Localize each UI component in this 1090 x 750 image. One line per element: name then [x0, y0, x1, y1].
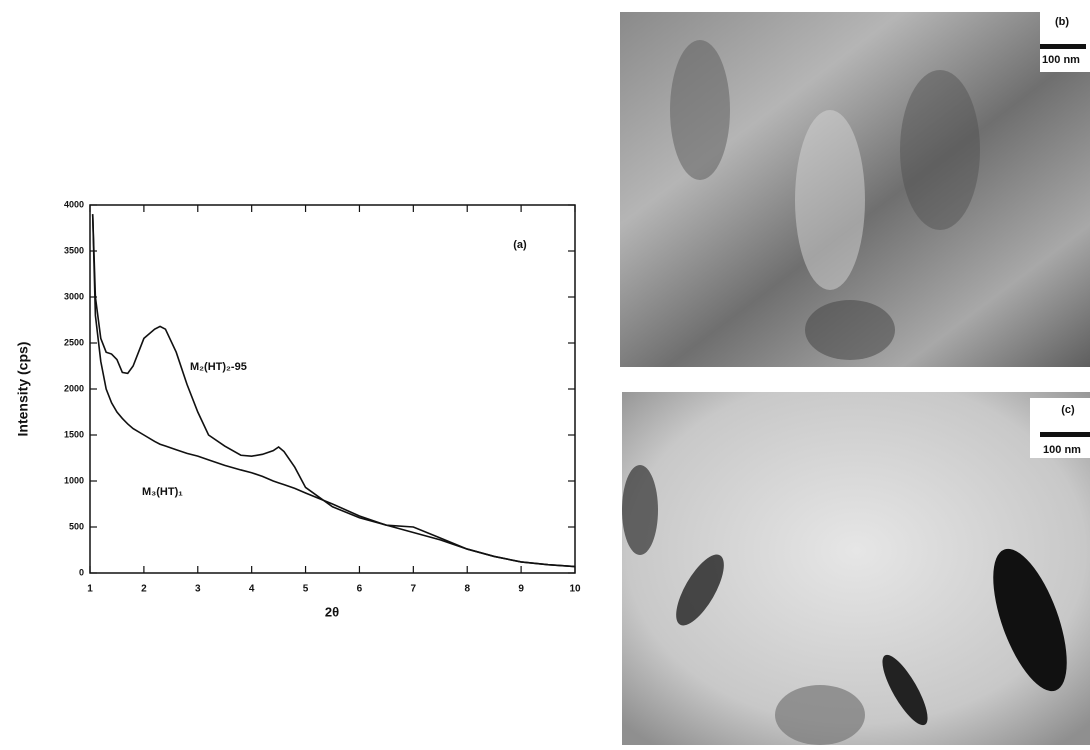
- y-tick-label: 0: [79, 567, 84, 577]
- series-line: [91, 214, 576, 568]
- x-tick-label: 8: [464, 584, 470, 595]
- image-label: (b): [1055, 16, 1069, 28]
- y-tick-label: 4000: [64, 199, 84, 209]
- x-tick-label: 7: [411, 584, 417, 595]
- x-axis-label: 2θ: [325, 604, 339, 619]
- tem-image-b: (b) 100 nm: [620, 12, 1090, 367]
- plot-frame: [89, 204, 576, 574]
- image-label: (c): [1061, 404, 1075, 416]
- tem-image-c: (c) 100 nm: [622, 392, 1090, 745]
- y-axis-label: Intensity (cps): [15, 342, 31, 437]
- x-tick-label: 2: [141, 584, 147, 595]
- y-tick-label: 3500: [64, 245, 84, 255]
- panel-annotation: (a): [513, 239, 527, 251]
- series-label: M₂(HT)₂-95: [190, 361, 247, 373]
- y-tick-label: 3000: [64, 291, 84, 301]
- scale-bar-label: 100 nm: [1042, 54, 1080, 66]
- series-line: [91, 214, 576, 568]
- scale-bar-label: 100 nm: [1043, 444, 1081, 456]
- x-tick-label: 1: [87, 584, 93, 595]
- series-label: M₃(HT)₁: [142, 486, 183, 498]
- y-tick-label: 2500: [64, 337, 84, 347]
- x-tick-label: 6: [357, 584, 363, 595]
- y-tick-label: 1000: [64, 475, 84, 485]
- x-tick-label: 4: [249, 584, 255, 595]
- y-tick-label: 2000: [64, 383, 84, 393]
- x-tick-label: 9: [518, 584, 524, 595]
- x-tick-label: 3: [195, 584, 201, 595]
- y-tick-label: 1500: [64, 429, 84, 439]
- x-tick-label: 10: [569, 584, 581, 595]
- x-tick-label: 5: [303, 584, 309, 595]
- y-tick-label: 500: [69, 521, 84, 531]
